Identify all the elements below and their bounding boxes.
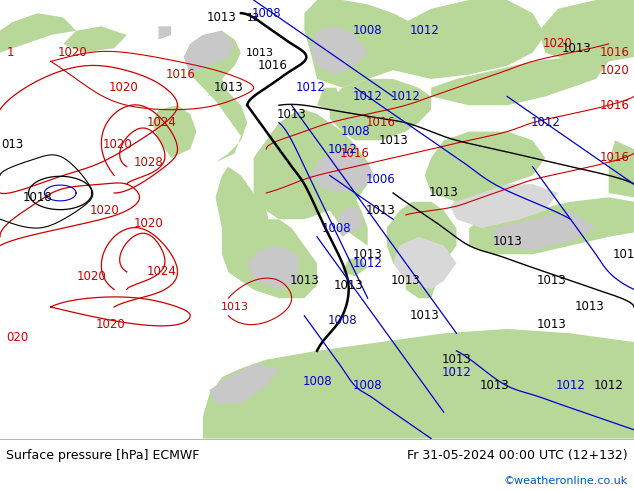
Polygon shape [216, 167, 279, 294]
Polygon shape [425, 132, 545, 202]
Text: 1013: 1013 [221, 302, 249, 312]
Polygon shape [342, 259, 368, 276]
Text: 1013: 1013 [562, 42, 592, 55]
Text: 1006: 1006 [366, 173, 395, 186]
Text: 1013: 1013 [366, 204, 395, 217]
Text: 1020: 1020 [103, 138, 132, 151]
Polygon shape [203, 329, 634, 439]
Text: 1008: 1008 [353, 24, 382, 37]
Text: 1013: 1013 [207, 11, 236, 24]
Polygon shape [158, 26, 171, 40]
Text: 1013: 1013 [391, 274, 420, 287]
Text: Fr 31-05-2024 00:00 UTC (12+132): Fr 31-05-2024 00:00 UTC (12+132) [407, 448, 628, 462]
Polygon shape [539, 0, 634, 61]
Text: 1008: 1008 [353, 379, 382, 392]
Polygon shape [152, 105, 197, 158]
Text: 1012: 1012 [353, 90, 383, 103]
Text: 1020: 1020 [543, 37, 573, 50]
Text: 1016: 1016 [600, 99, 630, 112]
Text: 1008: 1008 [321, 221, 351, 235]
Polygon shape [336, 223, 349, 237]
Text: 1012: 1012 [441, 366, 472, 379]
Text: 1020: 1020 [96, 318, 126, 331]
Text: 1016: 1016 [365, 116, 396, 129]
Text: 1013: 1013 [334, 278, 363, 292]
Text: 1013: 1013 [442, 353, 471, 366]
Text: 1013: 1013 [290, 274, 319, 287]
Text: 1013: 1013 [353, 248, 382, 261]
Polygon shape [311, 153, 374, 193]
Text: 1020: 1020 [600, 64, 630, 76]
Text: 1013: 1013 [429, 187, 458, 199]
Text: 1020: 1020 [77, 270, 107, 283]
Text: 1012: 1012 [391, 90, 421, 103]
Polygon shape [336, 206, 361, 232]
Polygon shape [469, 197, 634, 254]
Text: ©weatheronline.co.uk: ©weatheronline.co.uk [503, 476, 628, 486]
Polygon shape [63, 26, 127, 52]
Text: 1008: 1008 [252, 7, 281, 20]
Text: 1028: 1028 [134, 156, 164, 169]
Polygon shape [254, 110, 368, 220]
Text: 1008: 1008 [302, 375, 332, 388]
Text: 1008: 1008 [340, 125, 370, 138]
Polygon shape [247, 245, 298, 290]
Polygon shape [317, 88, 342, 110]
Text: 1008: 1008 [328, 314, 357, 327]
Polygon shape [393, 0, 545, 79]
Text: 1013: 1013 [378, 134, 408, 147]
Polygon shape [330, 79, 431, 140]
Text: 1020: 1020 [134, 217, 164, 230]
Text: 1013: 1013 [410, 309, 439, 322]
Text: 1016: 1016 [600, 46, 630, 59]
Text: 1016: 1016 [165, 68, 196, 81]
Polygon shape [304, 0, 431, 88]
Text: 1012: 1012 [530, 116, 560, 129]
Text: 1012: 1012 [410, 24, 440, 37]
Polygon shape [184, 31, 235, 74]
Text: Surface pressure [hPa] ECMWF: Surface pressure [hPa] ECMWF [6, 448, 200, 462]
Text: 1018: 1018 [23, 191, 53, 204]
Text: 12: 12 [247, 13, 260, 23]
Polygon shape [609, 140, 634, 197]
Polygon shape [311, 26, 368, 74]
Text: 1013: 1013 [537, 274, 566, 287]
Text: 1020: 1020 [109, 81, 138, 94]
Polygon shape [450, 184, 558, 228]
Text: 1013: 1013 [575, 300, 604, 314]
Text: 1012: 1012 [295, 81, 326, 94]
Text: 1016: 1016 [257, 59, 288, 73]
Polygon shape [431, 57, 609, 105]
Polygon shape [495, 211, 596, 250]
Polygon shape [330, 197, 368, 245]
Polygon shape [393, 237, 456, 290]
Text: 1012: 1012 [593, 379, 624, 392]
Text: 020: 020 [6, 331, 29, 344]
Text: 1012: 1012 [555, 379, 586, 392]
Text: 1: 1 [6, 46, 14, 59]
Text: 1024: 1024 [146, 266, 177, 278]
Text: 1024: 1024 [146, 116, 177, 129]
Text: 1013: 1013 [613, 248, 634, 261]
Text: 013: 013 [1, 138, 24, 151]
Polygon shape [406, 263, 437, 298]
Text: 1012: 1012 [353, 257, 383, 270]
Text: 1013: 1013 [537, 318, 566, 331]
Text: 1013: 1013 [246, 48, 274, 58]
Text: 1020: 1020 [58, 46, 87, 59]
Text: 1016: 1016 [340, 147, 370, 160]
Polygon shape [0, 13, 76, 52]
Text: 1016: 1016 [600, 151, 630, 164]
Polygon shape [228, 220, 317, 298]
Text: 1013: 1013 [480, 379, 509, 392]
Polygon shape [209, 364, 279, 403]
Text: 1012: 1012 [327, 143, 358, 156]
Polygon shape [387, 202, 456, 272]
Polygon shape [184, 31, 247, 162]
Text: 1013: 1013 [493, 235, 522, 248]
Text: 1013: 1013 [277, 107, 306, 121]
Text: 1020: 1020 [90, 204, 119, 217]
Text: 1013: 1013 [214, 81, 243, 94]
